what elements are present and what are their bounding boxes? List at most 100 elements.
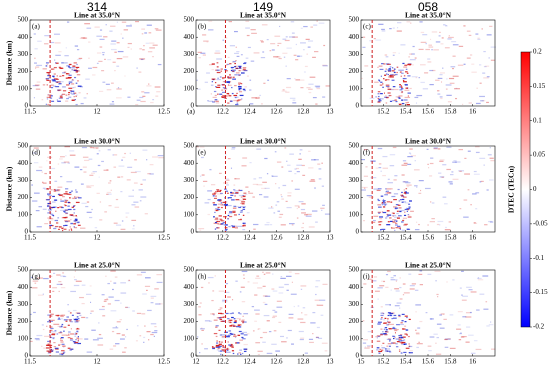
texture-cell — [54, 189, 59, 191]
texture-cell — [229, 45, 236, 47]
texture-cell — [429, 336, 435, 338]
texture-cell — [396, 30, 402, 32]
texture-cell — [250, 60, 255, 62]
texture-cell — [454, 88, 460, 90]
texture-cell — [447, 38, 452, 40]
panel-title: Line at 25.0°N — [405, 261, 452, 270]
texture-cell — [217, 193, 223, 195]
texture-cell — [435, 41, 441, 43]
texture-cell — [62, 345, 66, 347]
texture-cell — [280, 224, 286, 226]
texture-cell — [381, 28, 385, 31]
texture-cell — [135, 103, 139, 106]
texture-cell — [139, 96, 144, 99]
texture-cell — [398, 338, 402, 340]
texture-cell — [133, 201, 139, 203]
texture-cell — [454, 97, 458, 100]
texture-cell — [316, 326, 320, 329]
texture-cell — [236, 225, 243, 227]
texture-cell — [382, 206, 386, 208]
texture-cell — [50, 313, 54, 315]
panel-label: (f) — [363, 149, 371, 157]
texture-cell — [218, 317, 222, 319]
texture-cell — [398, 97, 401, 99]
texture-cell — [71, 83, 75, 85]
y-tick-label: 400 — [184, 283, 195, 291]
texture-cell — [66, 334, 70, 336]
texture-cell — [385, 79, 390, 81]
texture-cell — [387, 86, 390, 88]
texture-cell — [304, 352, 308, 354]
texture-cell — [114, 70, 116, 72]
texture-cell — [145, 42, 150, 44]
texture-cell — [227, 56, 230, 59]
texture-cell — [243, 348, 248, 350]
texture-cell — [66, 74, 70, 76]
texture-cell — [285, 200, 288, 203]
texture-cell — [218, 290, 225, 292]
texture-cell — [65, 220, 69, 223]
texture-cell — [398, 315, 401, 318]
texture-cell — [392, 337, 395, 340]
texture-cell — [299, 153, 301, 155]
texture-cell — [387, 92, 391, 94]
texture-cell — [398, 215, 402, 217]
texture-cell — [241, 72, 245, 74]
texture-cell — [490, 46, 496, 48]
texture-cell — [59, 95, 63, 97]
texture-cell — [139, 58, 146, 60]
texture-cell — [392, 88, 399, 91]
texture-cell — [367, 331, 372, 333]
texture-cell — [49, 334, 51, 336]
texture-cell — [60, 315, 64, 318]
texture-cell — [211, 346, 216, 349]
texture-cell — [91, 208, 93, 211]
texture-cell — [289, 153, 294, 155]
texture-cell — [280, 275, 283, 278]
texture-cell — [389, 165, 395, 167]
texture-cell — [58, 66, 61, 68]
texture-cell — [394, 305, 400, 307]
texture-cell — [398, 95, 403, 97]
texture-cell — [89, 216, 93, 219]
texture-cell — [231, 321, 236, 323]
texture-cell — [212, 347, 216, 350]
texture-cell — [71, 99, 75, 101]
texture-cell — [34, 48, 38, 50]
texture-cell — [66, 193, 70, 195]
texture-cell — [244, 193, 248, 196]
texture-cell — [211, 81, 214, 83]
texture-cell — [240, 333, 244, 335]
texture-cell — [242, 225, 246, 227]
texture-cell — [394, 99, 397, 101]
texture-cell — [437, 90, 440, 92]
texture-cell — [311, 159, 316, 161]
texture-cell — [377, 323, 381, 325]
texture-cell — [262, 181, 267, 183]
texture-cell — [72, 215, 75, 217]
texture-cell — [257, 350, 263, 352]
texture-cell — [75, 312, 81, 314]
texture-cell — [465, 312, 471, 314]
texture-cell — [55, 210, 57, 212]
texture-cell — [68, 229, 70, 231]
texture-cell — [454, 161, 461, 163]
texture-cell — [133, 225, 135, 227]
texture-cell — [112, 288, 114, 291]
texture-cell — [401, 195, 404, 197]
heatmap-texture — [196, 146, 330, 232]
texture-cell — [121, 159, 123, 161]
texture-cell — [466, 30, 471, 32]
texture-cell — [382, 342, 385, 344]
texture-cell — [67, 205, 70, 207]
texture-cell — [201, 174, 205, 176]
texture-cell — [55, 348, 59, 350]
texture-cell — [53, 199, 57, 201]
texture-cell — [470, 291, 477, 293]
texture-cell — [229, 211, 233, 213]
texture-cell — [243, 334, 248, 336]
texture-cell — [72, 197, 75, 200]
texture-cell — [437, 220, 444, 223]
texture-cell — [458, 45, 464, 47]
texture-cell — [88, 158, 93, 160]
